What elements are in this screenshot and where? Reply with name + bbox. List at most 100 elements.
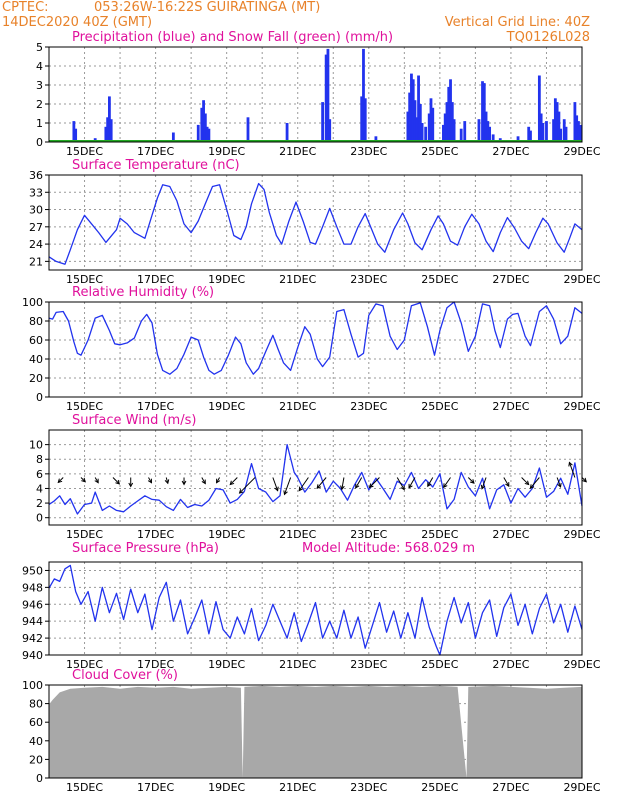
precip-bar: [203, 113, 207, 142]
wind-arrow: [229, 477, 238, 486]
precip-bar: [106, 117, 110, 142]
header-model-code: TQ0126L028: [506, 30, 590, 45]
header-run-time: 14DEC2020 40Z (GMT): [2, 15, 152, 30]
precip-bar: [442, 124, 445, 142]
wind-arrow: [216, 477, 221, 484]
precip-x-tick-label: 21DEC: [279, 145, 316, 158]
precip-bar: [557, 111, 561, 142]
cloud-panel: Cloud Cover (%) 0 20 40 60 80 100 15DEC 17DEC 19D…: [22, 668, 601, 794]
wind-arrow: [57, 477, 64, 484]
temp-x-tick-label: 23DEC: [350, 273, 387, 286]
precip-bar: [539, 113, 543, 142]
rh-y-tick-label: 80: [29, 315, 43, 328]
wind-arrow: [529, 477, 540, 490]
pressure-x-tick-label: 25DEC: [421, 658, 458, 671]
pressure-series-line: [48, 564, 583, 656]
cloud-x-tick-label: 25DEC: [421, 781, 458, 794]
precip-bar: [577, 121, 580, 142]
pressure-x-tick-label: 21DEC: [279, 658, 316, 671]
precip-bar: [418, 104, 422, 142]
precip-bar: [74, 128, 78, 142]
precip-bar: [429, 98, 433, 142]
precip-bar: [200, 107, 204, 142]
precip-bar: [360, 96, 364, 142]
precip-bar: [411, 79, 415, 142]
wind-x-tick-label: 23DEC: [350, 528, 387, 541]
temp-title: Surface Temperature (nC): [72, 158, 240, 173]
pressure-x-tick-label: 23DEC: [350, 658, 387, 671]
wind-x-tick-label: 21DEC: [279, 528, 316, 541]
cloud-y-tick-label: 100: [22, 679, 43, 692]
precip-bar: [562, 119, 566, 142]
wind-arrow: [283, 477, 292, 496]
precip-bar: [491, 134, 495, 142]
wind-arrow: [581, 477, 587, 483]
cloud-y-tick-label: 20: [29, 753, 43, 766]
precip-bar: [408, 92, 412, 142]
precip-bar: [488, 126, 492, 142]
wind-arrow: [112, 477, 121, 485]
precip-bar: [463, 121, 467, 142]
wind-y-tick-label: 4: [36, 482, 43, 495]
precip-bar: [285, 123, 289, 142]
precip-x-tick-label: 29DEC: [563, 145, 600, 158]
rh-frame: [48, 301, 583, 398]
precip-bar: [362, 48, 365, 142]
temp-series-line: [48, 182, 583, 265]
precip-bar: [108, 96, 111, 142]
temp-y-tick-label: 30: [29, 204, 43, 217]
wind-title: Surface Wind (m/s): [72, 413, 196, 428]
wind-arrow: [427, 477, 434, 488]
wind-arrow: [503, 477, 510, 488]
precip-bar: [477, 119, 481, 142]
precip-bar: [555, 102, 559, 142]
precip-bar: [452, 119, 456, 142]
temp-frame: [48, 174, 583, 271]
precip-frame: [48, 46, 583, 143]
wind-arrow: [467, 477, 475, 484]
precip-bar: [527, 126, 531, 142]
rh-y-tick-label: 20: [29, 372, 43, 385]
precip-bar: [564, 126, 568, 142]
wind-arrow: [201, 477, 206, 485]
precip-bar: [481, 81, 484, 142]
cloud-x-tick-label: 19DEC: [208, 781, 245, 794]
rh-y-tick-label: 60: [29, 334, 43, 347]
cloud-y-tick-label: 0: [36, 772, 43, 785]
wind-y-tick-label: 8: [36, 453, 43, 466]
cloud-x-tick-label: 23DEC: [350, 781, 387, 794]
pressure-x-tick-label: 17DEC: [137, 658, 174, 671]
precip-bar: [424, 126, 428, 142]
precip-bar: [374, 136, 378, 142]
precip-x-tick-label: 27DEC: [492, 145, 529, 158]
cloud-y-tick-label: 60: [29, 716, 43, 729]
wind-frame: [48, 429, 583, 526]
temp-x-tick-label: 15DEC: [66, 273, 103, 286]
wind-arrow: [521, 477, 530, 486]
temp-y-tick-label: 27: [29, 221, 43, 234]
pressure-panel: Surface Pressure (hPa) Model Altitude: 56…: [22, 541, 601, 671]
rh-x-tick-label: 29DEC: [563, 400, 600, 413]
rh-x-tick-label: 27DEC: [492, 400, 529, 413]
pressure-frame: [48, 561, 583, 656]
precip-y-tick-label: 4: [36, 60, 43, 73]
header-grid-note: Vertical Grid Line: 40Z: [445, 15, 590, 30]
precip-bar: [443, 113, 447, 142]
temp-panel: Surface Temperature (nC) 21 24 27 30 33 36 15DE…: [29, 158, 601, 286]
wind-arrow: [408, 477, 416, 489]
precip-bar: [328, 119, 332, 142]
cloud-x-tick-label: 15DEC: [66, 781, 103, 794]
precip-x-tick-label: 23DEC: [350, 145, 387, 158]
rh-x-tick-label: 25DEC: [421, 400, 458, 413]
precip-bar: [171, 132, 175, 142]
precip-bar: [202, 100, 205, 142]
temp-x-tick-label: 21DEC: [279, 273, 316, 286]
pressure-title: Surface Pressure (hPa): [72, 541, 219, 556]
precip-x-tick-label: 19DEC: [208, 145, 245, 158]
wind-arrow: [238, 477, 256, 494]
precip-bar: [516, 136, 520, 142]
wind-x-tick-label: 17DEC: [137, 528, 174, 541]
temp-y-tick-label: 36: [29, 169, 43, 182]
header-location: 053:26W-16:22S GUIRATINGA (MT): [94, 0, 320, 15]
wind-x-tick-label: 27DEC: [492, 528, 529, 541]
